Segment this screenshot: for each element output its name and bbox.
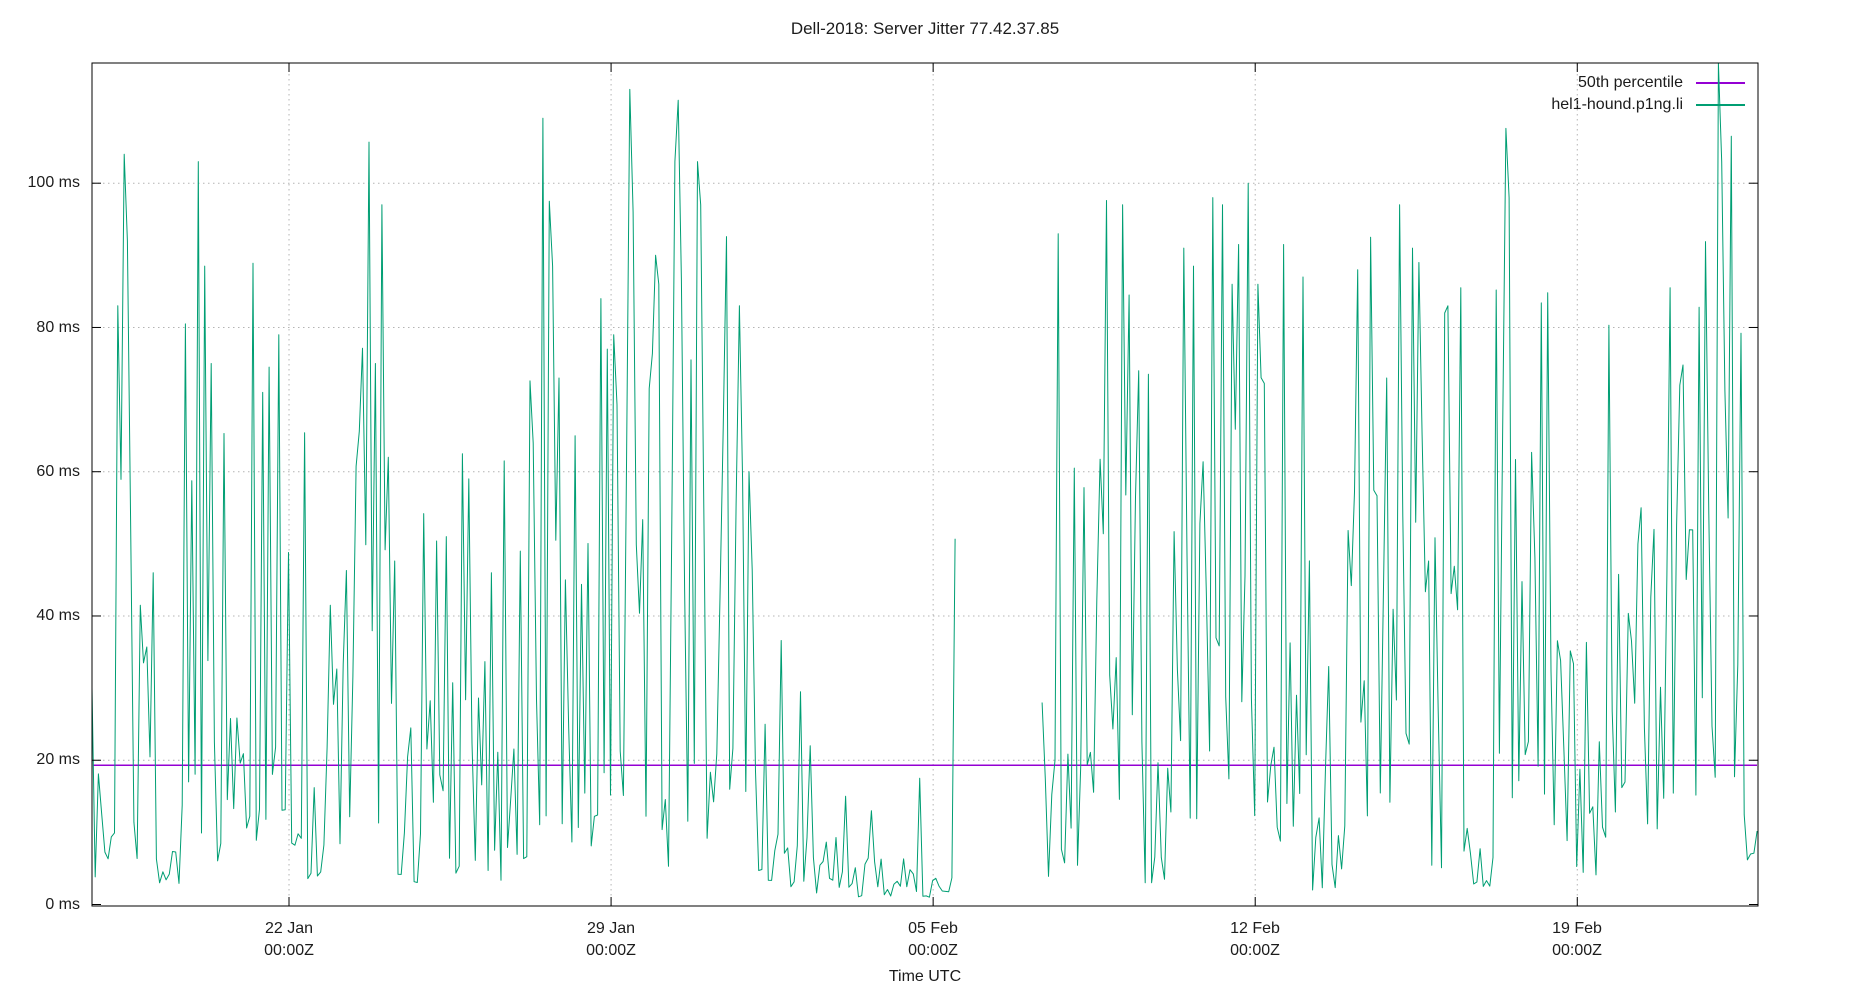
- y-tick-label-20ms: 20 ms: [36, 751, 80, 769]
- y-tick-label-0ms: 0 ms: [45, 895, 80, 913]
- legend-entry-hel1-hound: hel1-hound.p1ng.li: [1551, 94, 1745, 116]
- x-tick-label-19feb: 19 Feb 00:00Z: [1552, 920, 1602, 959]
- y-tick-label-100ms: 100 ms: [27, 174, 80, 192]
- legend-entry-50th-percentile: 50th percentile: [1551, 72, 1745, 94]
- legend-label-hel1-hound: hel1-hound.p1ng.li: [1551, 96, 1683, 113]
- legend-line-sample-hel1-hound: [1696, 104, 1745, 106]
- chart-title: Dell-2018: Server Jitter 77.42.37.85: [790, 19, 1060, 38]
- x-tick-label-29jan: 29 Jan 00:00Z: [586, 920, 636, 959]
- legend-label-50th-percentile: 50th percentile: [1578, 74, 1683, 91]
- x-tick-label-22jan: 22 Jan 00:00Z: [264, 920, 314, 959]
- x-axis-label: Time UTC: [888, 968, 962, 985]
- plot-border: [91, 62, 1759, 907]
- jitter-series-line: [91, 62, 1758, 898]
- y-tick-label-60ms: 60 ms: [36, 462, 80, 480]
- legend: 50th percentile hel1-hound.p1ng.li: [1551, 72, 1745, 116]
- x-tick-label-05feb: 05 Feb 00:00Z: [908, 920, 958, 959]
- legend-line-sample-50th-percentile: [1696, 82, 1745, 84]
- x-tick-label-12feb: 12 Feb 00:00Z: [1230, 920, 1280, 959]
- y-tick-label-40ms: 40 ms: [36, 607, 80, 624]
- y-tick-label-80ms: 80 ms: [36, 318, 80, 336]
